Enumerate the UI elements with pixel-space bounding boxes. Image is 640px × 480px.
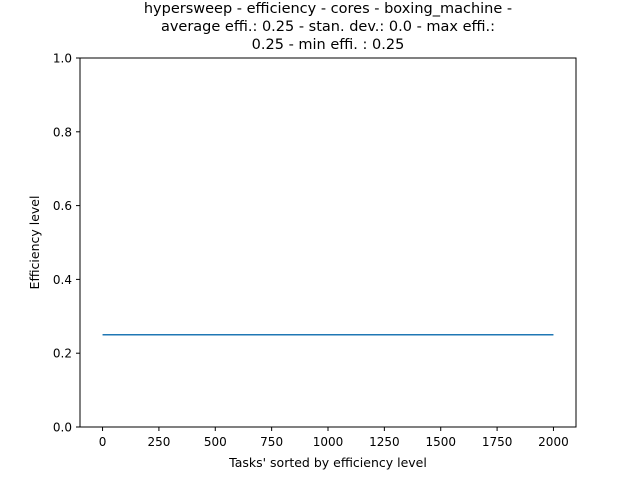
y-tick-label: 0.4 xyxy=(53,273,72,287)
x-tick-label: 750 xyxy=(260,435,283,449)
x-tick-label: 250 xyxy=(147,435,170,449)
x-tick-label: 1750 xyxy=(482,435,513,449)
y-tick-label: 0.6 xyxy=(53,199,72,213)
y-axis-label: Efficiency level xyxy=(27,196,42,290)
x-tick-label: 1500 xyxy=(425,435,456,449)
chart-title-line-3: 0.25 - min effi. : 0.25 xyxy=(252,37,405,53)
x-tick-label: 1000 xyxy=(313,435,344,449)
y-tick-label: 1.0 xyxy=(53,52,72,66)
x-tick-label: 500 xyxy=(204,435,227,449)
y-tick-label: 0.2 xyxy=(53,347,72,361)
chart-title-line-2: average effi.: 0.25 - stan. dev.: 0.0 - … xyxy=(161,19,495,35)
plot-area: 0 250 500 750 1000 1250 1500 1750 2000 0.0 0.2 0.4 0… xyxy=(53,52,569,450)
y-tick-label: 0.0 xyxy=(53,421,72,435)
x-tick-label: 0 xyxy=(99,435,107,449)
x-axis-label: Tasks' sorted by efficiency level xyxy=(228,455,427,470)
plot-frame xyxy=(79,57,577,428)
chart-title-line-1: hypersweep - efficiency - cores - boxing… xyxy=(144,1,512,17)
x-tick-label: 2000 xyxy=(538,435,569,449)
y-tick-label: 0.8 xyxy=(53,125,72,139)
x-tick-label: 1250 xyxy=(369,435,400,449)
